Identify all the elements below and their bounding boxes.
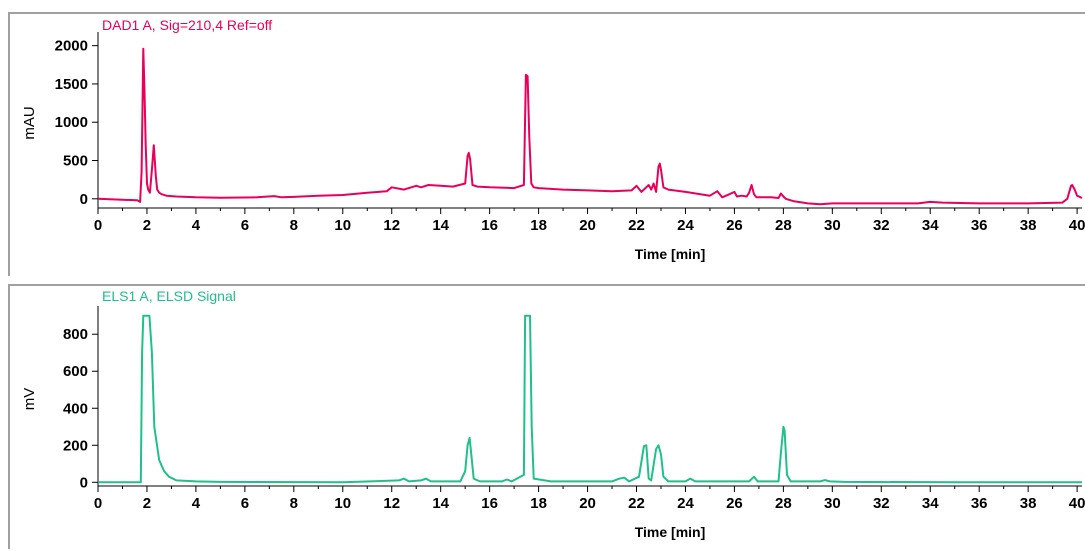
elsd-x-tick-label: 4 (192, 495, 201, 512)
dad-y-tick-label: 1500 (55, 76, 88, 93)
dad-x-tick-label: 6 (241, 217, 249, 234)
dad-chart-panel: DAD1 A, Sig=210,4 Ref=off 0 500 1000 1500 200… (8, 12, 1085, 276)
elsd-x-tick-label: 20 (579, 495, 596, 512)
dad-y-tick-label: 0 (80, 191, 88, 208)
dad-x-tick-label: 38 (1020, 217, 1037, 234)
dad-y-tick-label: 1000 (55, 114, 88, 131)
dad-x-tick-label: 12 (383, 217, 400, 234)
elsd-x-tick-label: 28 (775, 495, 792, 512)
dad-x-tick-label: 22 (628, 217, 645, 234)
elsd-x-tick-label: 24 (677, 495, 694, 512)
dad-x-tick-label: 34 (922, 217, 939, 234)
dad-x-tick-label: 10 (334, 217, 351, 234)
elsd-x-tick-label: 34 (922, 495, 939, 512)
elsd-x-tick-label: 0 (94, 495, 102, 512)
dad-x-tick-label: 2 (143, 217, 151, 234)
dad-x-axis-title: Time [min] (635, 246, 706, 262)
dad-x-tick-label: 24 (677, 217, 694, 234)
elsd-x-tick-label: 10 (334, 495, 351, 512)
dad-x-tick-label: 26 (726, 217, 743, 234)
dad-x-tick-label: 20 (579, 217, 596, 234)
elsd-x-axis-title: Time [min] (635, 524, 706, 540)
dad-x-tick-label: 16 (481, 217, 498, 234)
elsd-x-tick-label: 2 (143, 495, 151, 512)
elsd-x-tick-label: 18 (530, 495, 547, 512)
elsd-x-tick-label: 6 (241, 495, 249, 512)
dad-y-axis-title: mAU (21, 106, 38, 139)
elsd-x-tick-label: 32 (873, 495, 890, 512)
elsd-x-tick-label: 30 (824, 495, 841, 512)
dad-x-tick-label: 28 (775, 217, 792, 234)
elsd-y-tick-label: 600 (63, 363, 88, 380)
elsd-x-tick-label: 26 (726, 495, 743, 512)
elsd-x-tick-label: 40 (1069, 495, 1085, 512)
dad-y-tick-label: 500 (63, 153, 88, 170)
elsd-y-tick-label: 0 (80, 474, 88, 491)
elsd-y-tick-label: 200 (63, 437, 88, 454)
dad-x-tick-label: 40 (1069, 217, 1085, 234)
dad-x-tick-label: 18 (530, 217, 547, 234)
dad-chart: DAD1 A, Sig=210,4 Ref=off050010001500200… (21, 17, 1085, 262)
dad-x-tick-label: 8 (290, 217, 298, 234)
dad-y-tick-label: 2000 (55, 38, 88, 55)
dad-x-tick-label: 32 (873, 217, 890, 234)
elsd-y-tick-label: 800 (63, 326, 88, 343)
elsd-x-tick-label: 16 (481, 495, 498, 512)
dad-x-tick-label: 30 (824, 217, 841, 234)
dad-x-tick-label: 4 (192, 217, 201, 234)
dad-x-tick-label: 0 (94, 217, 102, 234)
dad-signal-title: DAD1 A, Sig=210,4 Ref=off (102, 17, 272, 33)
elsd-x-tick-label: 12 (383, 495, 400, 512)
elsd-signal-title: ELS1 A, ELSD Signal (102, 288, 236, 304)
elsd-signal-trace (98, 314, 1082, 484)
elsd-x-tick-label: 14 (432, 495, 449, 512)
elsd-chart-panel: ELS1 A, ELSD Signal 0 200 400 600 800 0 2 4 6 8 10 1… (8, 284, 1085, 549)
dad-x-tick-label: 36 (971, 217, 988, 234)
elsd-x-tick-label: 36 (971, 495, 988, 512)
elsd-x-tick-label: 8 (290, 495, 298, 512)
elsd-x-tick-label: 38 (1020, 495, 1037, 512)
elsd-y-tick-label: 400 (63, 400, 88, 417)
dad-x-tick-label: 14 (432, 217, 449, 234)
elsd-y-axis-title: mV (21, 388, 38, 411)
dad-signal-trace (97, 47, 1083, 206)
elsd-x-tick-label: 22 (628, 495, 645, 512)
